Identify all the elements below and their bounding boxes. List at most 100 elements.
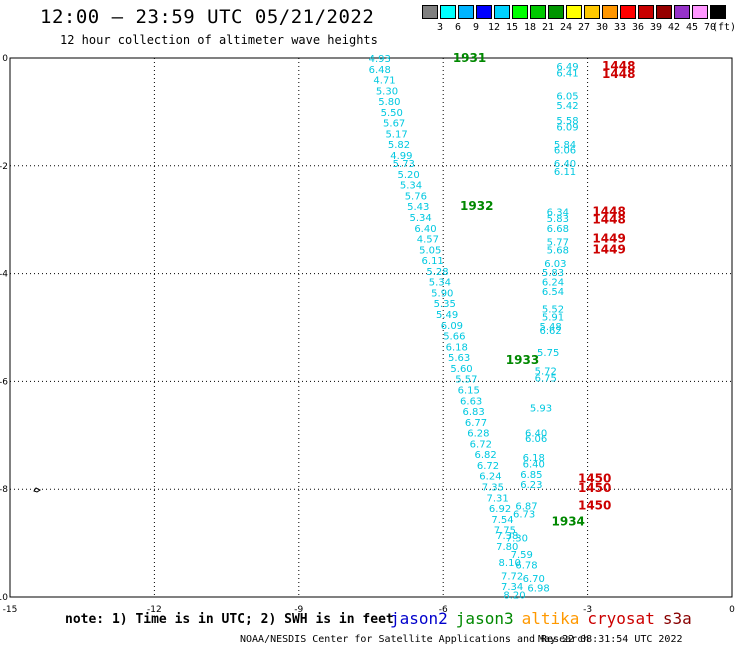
wave-height-label: 5.77: [547, 237, 569, 248]
wave-height-label: 7.34: [501, 582, 523, 593]
wave-height-label: 6.09: [441, 321, 463, 332]
grid-lines: [9, 57, 733, 598]
wave-height-label: 6.09: [556, 122, 578, 133]
wave-height-label: 5.60: [450, 364, 472, 375]
legend-tick-label: 33: [613, 22, 627, 33]
wave-height-label: 6.98: [527, 583, 549, 594]
wave-height-label: 7.31: [487, 493, 509, 504]
x-tick-label: -3: [583, 605, 592, 615]
x-tick-label: -15: [3, 605, 18, 615]
track-time-label: 1450: [578, 481, 611, 495]
legend-tick-label: 70: [703, 22, 717, 33]
note-text: note: 1) Time is in UTC; 2) SWH is in fe…: [65, 612, 394, 627]
mission-altika: altika: [521, 609, 580, 628]
wave-height-label: 6.06: [525, 434, 547, 445]
track-time-label: 1448: [602, 59, 635, 73]
map-subtitle: 12 hour collection of altimeter wave hei…: [60, 33, 378, 47]
wave-height-label: 5.50: [381, 108, 403, 119]
wave-height-label: 6.28: [467, 429, 489, 440]
y-tick-label: -6: [0, 377, 8, 387]
wave-labels: 4.936.484.715.305.805.505.675.175.824.99…: [369, 51, 636, 601]
legend-tick-label: 27: [577, 22, 591, 33]
legend-tick-label: 15: [505, 22, 519, 33]
wave-height-label: 5.34: [429, 278, 451, 289]
track-time-label: 1449: [592, 232, 625, 246]
wave-height-label: 6.83: [462, 407, 484, 418]
legend-tick-label: 18: [523, 22, 537, 33]
wave-height-label: 6.72: [477, 461, 499, 472]
y-tick-label: 0: [2, 54, 8, 64]
wave-height-label: 5.90: [431, 288, 453, 299]
x-tick-label: -6: [439, 605, 448, 615]
track-time-label: 1933: [506, 353, 539, 367]
wave-height-label: 5.20: [397, 170, 419, 181]
wave-height-label: 6.18: [523, 453, 545, 464]
wave-height-label: 6.05: [556, 92, 578, 103]
track-time-label: 1448: [602, 67, 635, 81]
wave-height-label: 6.87: [515, 501, 537, 512]
track-time-label: 1934: [552, 515, 585, 529]
wave-height-label: 4.93: [369, 54, 391, 65]
wave-height-label: 5.75: [537, 348, 559, 359]
wave-height-label: 5.48: [539, 322, 561, 333]
wave-height-label: 4.57: [417, 235, 439, 246]
coastline-mark: [33, 487, 41, 493]
wave-height-label: 6.49: [556, 62, 578, 73]
track-time-label: 1449: [592, 242, 625, 256]
wave-height-label: 6.92: [489, 504, 511, 515]
legend-tick-label: 42: [667, 22, 681, 33]
wave-height-label: 5.49: [436, 310, 458, 321]
legend-tick-label: 9: [472, 22, 480, 33]
x-tick-label: 0: [729, 605, 735, 615]
wave-height-label: 6.48: [369, 65, 391, 76]
wave-height-label: 7.80: [496, 542, 518, 553]
wave-height-label: 8.20: [503, 590, 525, 601]
wave-height-label: 5.34: [410, 213, 432, 224]
wave-height-label: 4.99: [390, 151, 412, 162]
legend-swatch: [584, 5, 600, 19]
wave-height-label: 7.30: [506, 534, 528, 545]
legend-swatch: [710, 5, 726, 19]
legend-tick-label: 39: [649, 22, 663, 33]
wave-height-label: 6.54: [542, 287, 564, 298]
plot-frame: [9, 57, 733, 598]
wave-height-label: 6.77: [465, 418, 487, 429]
track-time-label: 1931: [453, 51, 486, 65]
wave-height-label: 7.54: [491, 515, 513, 526]
wave-height-label: 5.76: [405, 191, 427, 202]
legend-swatch: [620, 5, 636, 19]
wave-height-label: 8.10: [499, 558, 521, 569]
wave-height-label: 6.34: [547, 208, 569, 219]
y-tick-label: -2: [0, 162, 8, 172]
wave-height-label: 6.06: [554, 146, 576, 157]
wave-height-label: 6.78: [515, 561, 537, 572]
wave-height-label: 5.67: [383, 119, 405, 130]
wave-height-label: 6.15: [458, 385, 480, 396]
wave-height-label: 6.23: [520, 480, 542, 491]
x-tick-label: -12: [147, 605, 162, 615]
mission-s3a: s3a: [662, 609, 692, 628]
wave-height-label: 5.34: [400, 181, 422, 192]
map-title: 12:00 – 23:59 UTC 05/21/2022: [40, 6, 375, 28]
legend-tick-label: 36: [631, 22, 645, 33]
timestamp-text: May 22 08:31:54 UTC 2022: [538, 634, 683, 645]
mission-jason3: jason3: [455, 609, 514, 628]
wave-height-label: 5.52: [542, 305, 564, 316]
track-time-label: 1450: [578, 498, 611, 512]
legend-tick-label: 12: [487, 22, 501, 33]
legend-swatch: [692, 5, 708, 19]
mission-legend: jason2 jason3 altika cryosat s3a: [390, 609, 700, 628]
legend-swatch: [422, 5, 438, 19]
legend-swatch: [494, 5, 510, 19]
track-time-label: 1450: [578, 471, 611, 485]
y-tick-label: -10: [0, 593, 8, 603]
wave-height-label: 6.40: [525, 429, 547, 440]
wave-height-label: 7.35: [482, 483, 504, 494]
wave-height-label: 6.11: [554, 167, 576, 178]
y-tick-label: -8: [0, 485, 8, 495]
wave-height-label: 5.91: [542, 313, 564, 324]
legend-tick-label: 3: [436, 22, 444, 33]
wave-height-label: 5.66: [443, 332, 465, 343]
legend-swatch: [656, 5, 672, 19]
